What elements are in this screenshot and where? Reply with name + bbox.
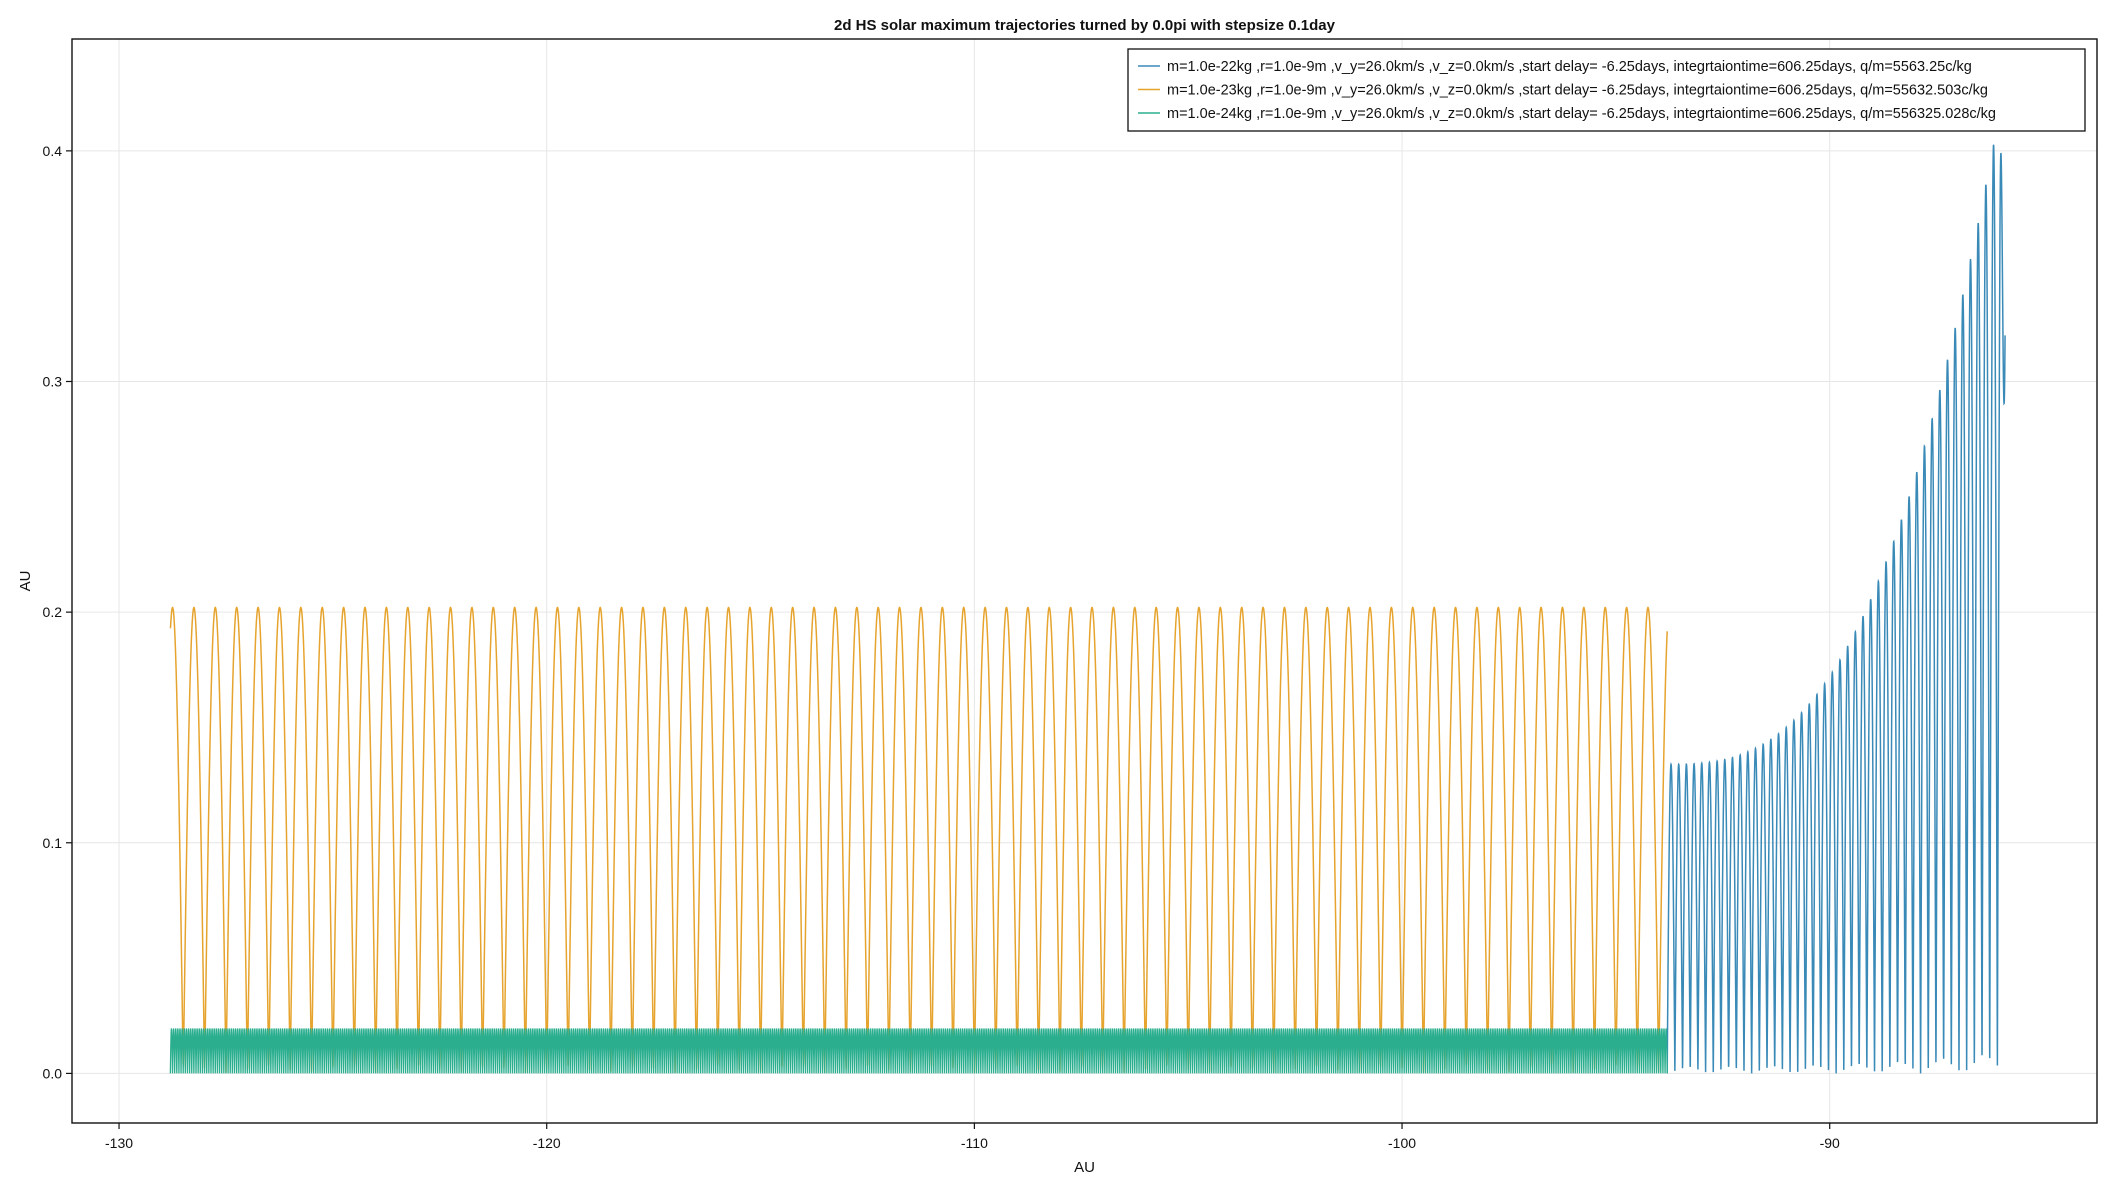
- series-layer: [169, 144, 2006, 1074]
- y-axis-label: AU: [17, 571, 34, 592]
- legend-box: [1127, 48, 2086, 132]
- y-tick-label: 0.0: [43, 1065, 63, 1081]
- legend-entry: m=1.0e-22kg ,r=1.0e-9m ,v_y=26.0km/s ,v_…: [1167, 59, 1972, 75]
- x-tick-label: -110: [961, 1135, 988, 1151]
- y-tick-label: 0.3: [43, 373, 63, 389]
- series-line-1e-22kg: [1666, 144, 2006, 1074]
- x-tick-label: -120: [533, 1135, 561, 1151]
- y-tick-label: 0.2: [43, 604, 63, 620]
- y-tick-label: 0.4: [43, 143, 63, 159]
- x-axis-label: AU: [1074, 1159, 1095, 1176]
- legend: m=1.0e-22kg ,r=1.0e-9m ,v_y=26.0km/s ,v_…: [1127, 48, 2086, 132]
- x-tick-label: -130: [105, 1135, 133, 1151]
- legend-entry: m=1.0e-24kg ,r=1.0e-9m ,v_y=26.0km/s ,v_…: [1167, 106, 1996, 122]
- series-line-1e-23kg: [169, 606, 1668, 1073]
- y-tick-label: 0.1: [43, 835, 63, 851]
- ticks: -130 -120 -110 -100 -90 0.0 0.1 0.2 0.3 0.4: [43, 143, 1841, 1151]
- x-tick-label: -100: [1388, 1135, 1416, 1151]
- chart-title: 2d HS solar maximum trajectories turned …: [834, 17, 1336, 34]
- legend-entry: m=1.0e-23kg ,r=1.0e-9m ,v_y=26.0km/s ,v_…: [1167, 83, 1988, 99]
- plot-frame: [71, 38, 2098, 1124]
- series-line-1e-24kg: [169, 1028, 1668, 1074]
- x-tick-label: -90: [1820, 1135, 1840, 1151]
